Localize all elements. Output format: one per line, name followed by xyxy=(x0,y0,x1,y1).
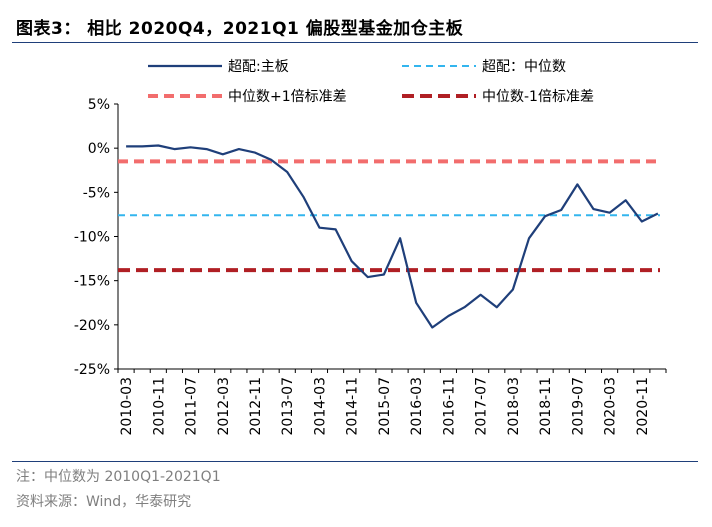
legend-label: 中位数+1倍标准差 xyxy=(228,89,347,105)
y-tick-label: -15% xyxy=(74,274,110,290)
legend-label: 超配：中位数 xyxy=(482,59,566,75)
x-tick-label: 2018-11 xyxy=(538,377,554,436)
y-tick-label: -20% xyxy=(74,318,110,334)
y-tick-label: -5% xyxy=(83,185,110,201)
footer-divider xyxy=(12,461,698,462)
x-tick-label: 2020-03 xyxy=(603,377,619,436)
series-line-main xyxy=(126,144,659,329)
title-divider xyxy=(12,42,698,43)
source-note: 资料来源：Wind，华泰研究 xyxy=(16,494,192,510)
x-tick-label: 2010-11 xyxy=(151,377,167,436)
y-tick-label: 5% xyxy=(88,97,110,113)
x-tick-label: 2012-03 xyxy=(216,377,232,436)
x-tick-label: 2016-03 xyxy=(409,377,425,436)
chart-title: 图表3： 相比 2020Q4，2021Q1 偏股型基金加仓主板 xyxy=(16,19,464,39)
x-tick-label: 2016-11 xyxy=(441,377,457,436)
x-tick-label: 2014-03 xyxy=(312,377,328,436)
y-tick-label: -25% xyxy=(74,362,110,378)
x-tick-label: 2011-07 xyxy=(184,377,200,436)
y-axis: 5% 0% -5% -10% -15% -20% -25% xyxy=(74,97,119,378)
x-tick-label: 2015-07 xyxy=(377,377,393,436)
x-tick-label: 2012-11 xyxy=(248,377,264,436)
reference-lines xyxy=(118,159,660,273)
footnote: 注：中位数为 2010Q1-2021Q1 xyxy=(16,469,221,485)
x-tick-label: 2020-11 xyxy=(635,377,651,436)
legend-label: 超配:主板 xyxy=(228,59,289,75)
legend-label: 中位数-1倍标准差 xyxy=(482,89,594,105)
x-tick-label: 2017-07 xyxy=(474,377,490,436)
y-tick-label: 0% xyxy=(88,141,110,157)
x-tick-label: 2014-11 xyxy=(345,377,361,436)
x-tick-label: 2010-03 xyxy=(119,377,135,436)
y-tick-label: -10% xyxy=(74,230,110,246)
x-tick-label: 2019-07 xyxy=(570,377,586,436)
x-axis: 2010-03 2010-11 2011-07 2012-03 2012-11 2013-… xyxy=(117,368,667,436)
x-tick-label: 2013-07 xyxy=(280,377,296,436)
x-tick-label: 2018-03 xyxy=(506,377,522,436)
main-series xyxy=(126,144,659,329)
